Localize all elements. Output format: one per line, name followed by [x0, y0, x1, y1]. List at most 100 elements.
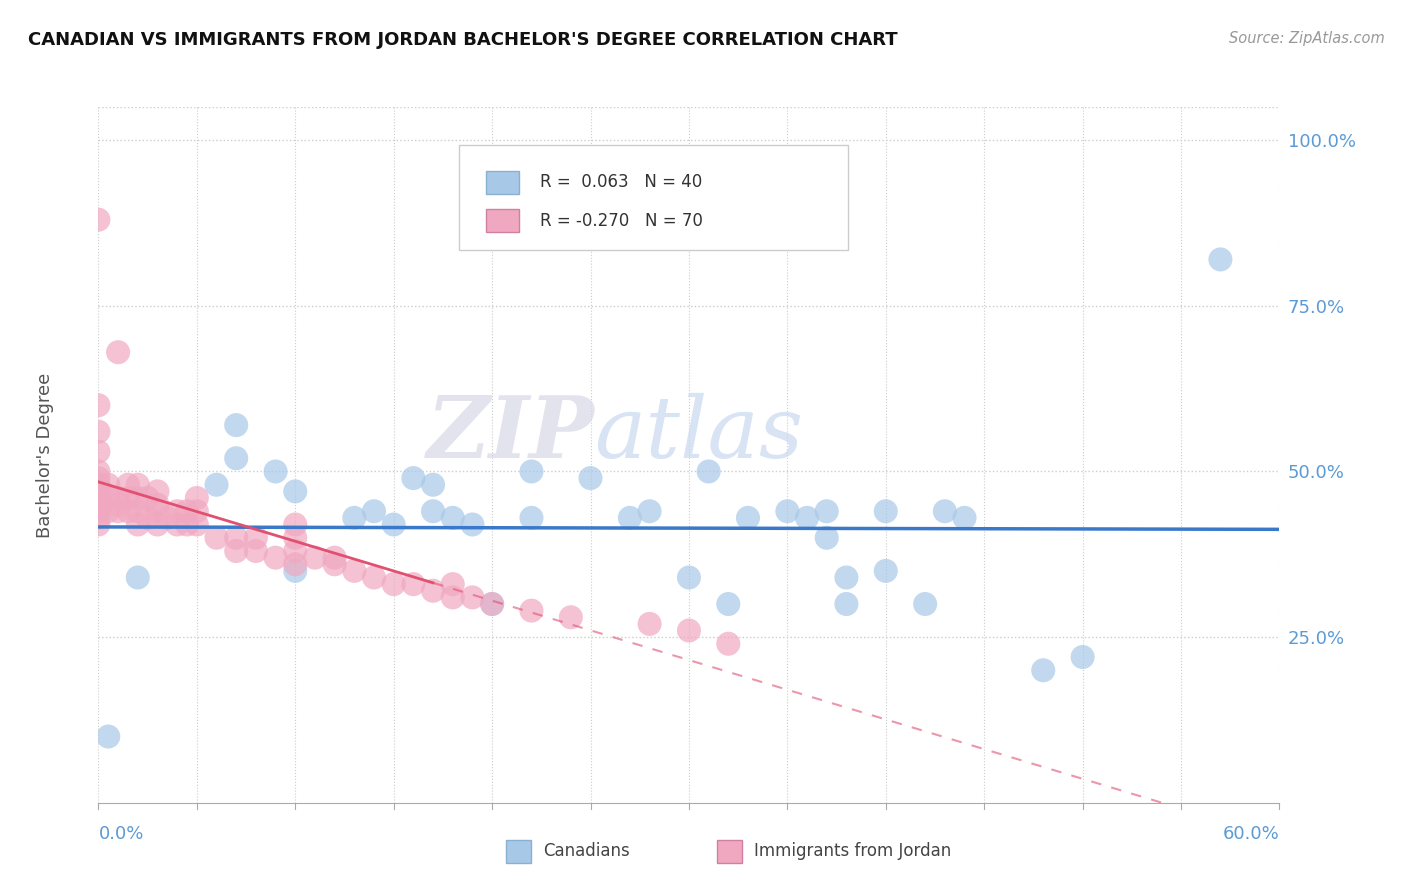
Point	[97, 730, 120, 744]
Point	[136, 511, 159, 525]
Text: Bachelor's Degree: Bachelor's Degree	[37, 372, 55, 538]
Point	[245, 544, 267, 558]
Point	[117, 477, 139, 491]
Point	[284, 564, 307, 578]
Point	[156, 511, 179, 525]
Point	[225, 418, 247, 433]
Point	[638, 504, 661, 518]
Point	[87, 498, 110, 512]
Text: R = -0.270   N = 70: R = -0.270 N = 70	[540, 211, 703, 229]
Point	[87, 491, 110, 505]
Point	[87, 212, 110, 227]
Point	[176, 517, 198, 532]
FancyBboxPatch shape	[486, 170, 519, 194]
Point	[481, 597, 503, 611]
Point	[796, 511, 818, 525]
Point	[422, 504, 444, 518]
Text: Immigrants from Jordan: Immigrants from Jordan	[754, 842, 950, 861]
Point	[205, 477, 228, 491]
Point	[117, 491, 139, 505]
Point	[245, 531, 267, 545]
Point	[284, 517, 307, 532]
Point	[835, 570, 858, 584]
Point	[441, 511, 464, 525]
Point	[97, 504, 120, 518]
Point	[87, 425, 110, 439]
Point	[520, 604, 543, 618]
Point	[579, 471, 602, 485]
Point	[97, 491, 120, 505]
Point	[461, 591, 484, 605]
Text: 0.0%: 0.0%	[98, 825, 143, 843]
Point	[815, 531, 838, 545]
Point	[304, 550, 326, 565]
Point	[225, 544, 247, 558]
Text: ZIP: ZIP	[426, 392, 595, 475]
Point	[146, 517, 169, 532]
Point	[284, 544, 307, 558]
Point	[382, 517, 405, 532]
Point	[107, 491, 129, 505]
Point	[323, 558, 346, 572]
Point	[697, 465, 720, 479]
Point	[1209, 252, 1232, 267]
Point	[146, 498, 169, 512]
Point	[284, 484, 307, 499]
Point	[107, 498, 129, 512]
Point	[1071, 650, 1094, 665]
Point	[678, 624, 700, 638]
Point	[186, 491, 208, 505]
Text: CANADIAN VS IMMIGRANTS FROM JORDAN BACHELOR'S DEGREE CORRELATION CHART: CANADIAN VS IMMIGRANTS FROM JORDAN BACHE…	[28, 31, 898, 49]
Point	[717, 597, 740, 611]
Point	[815, 504, 838, 518]
Point	[737, 511, 759, 525]
FancyBboxPatch shape	[486, 209, 519, 232]
Point	[166, 517, 188, 532]
Point	[520, 465, 543, 479]
Point	[107, 345, 129, 359]
Point	[638, 616, 661, 631]
Point	[225, 531, 247, 545]
Point	[107, 504, 129, 518]
Point	[619, 511, 641, 525]
Point	[934, 504, 956, 518]
Point	[87, 471, 110, 485]
Point	[186, 504, 208, 518]
Point	[127, 517, 149, 532]
FancyBboxPatch shape	[458, 145, 848, 250]
Point	[461, 517, 484, 532]
Text: R =  0.063   N = 40: R = 0.063 N = 40	[540, 173, 703, 191]
Point	[363, 570, 385, 584]
Point	[382, 577, 405, 591]
Point	[87, 444, 110, 458]
Point	[87, 517, 110, 532]
Point	[146, 484, 169, 499]
Point	[914, 597, 936, 611]
Text: Canadians: Canadians	[543, 842, 630, 861]
Point	[402, 471, 425, 485]
Point	[127, 491, 149, 505]
Point	[520, 511, 543, 525]
Point	[176, 504, 198, 518]
Text: atlas: atlas	[595, 392, 804, 475]
Point	[87, 491, 110, 505]
Point	[87, 398, 110, 412]
Point	[1032, 663, 1054, 677]
Point	[87, 484, 110, 499]
Point	[284, 558, 307, 572]
Point	[166, 504, 188, 518]
Point	[323, 550, 346, 565]
Point	[776, 504, 799, 518]
Point	[264, 550, 287, 565]
Point	[136, 491, 159, 505]
Point	[717, 637, 740, 651]
Point	[225, 451, 247, 466]
Point	[127, 570, 149, 584]
Text: 60.0%: 60.0%	[1223, 825, 1279, 843]
Point	[97, 477, 120, 491]
Point	[284, 531, 307, 545]
Point	[117, 504, 139, 518]
Point	[264, 465, 287, 479]
Point	[875, 564, 897, 578]
Point	[422, 583, 444, 598]
